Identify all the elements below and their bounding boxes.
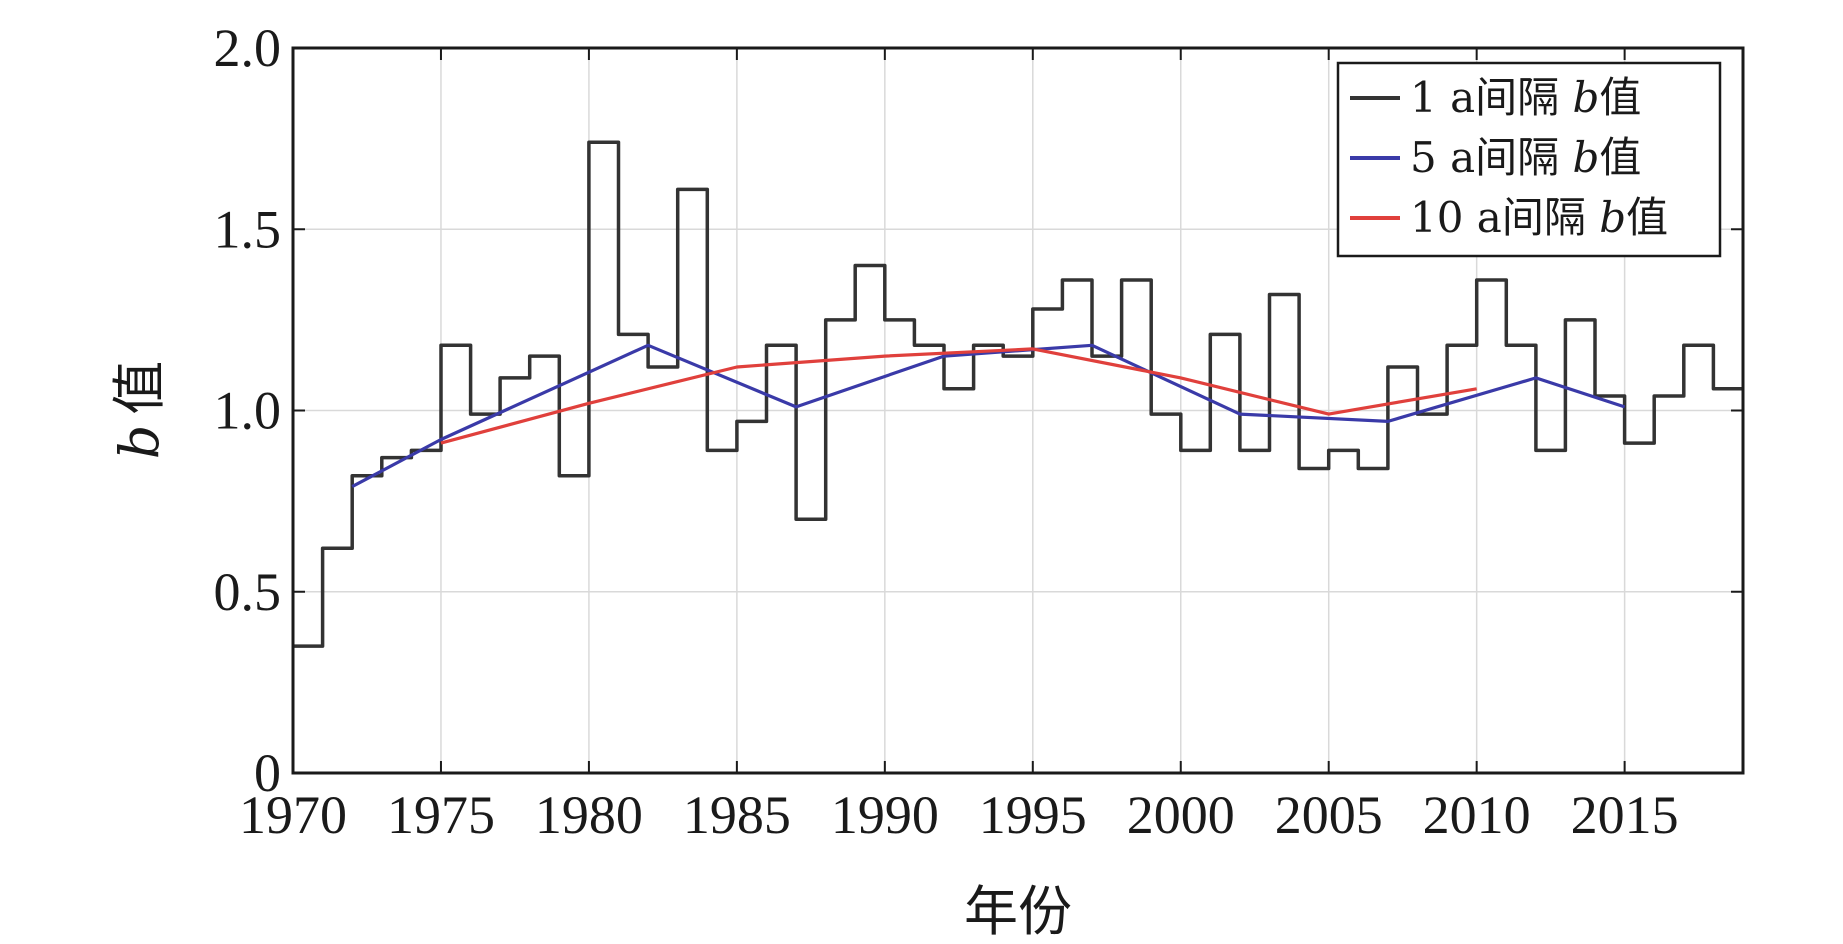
legend-label-5a-prefix: 5 a间隔 xyxy=(1410,133,1572,182)
x-tick-label: 1975 xyxy=(387,785,495,845)
x-tick-label: 2005 xyxy=(1275,785,1383,845)
y-tick-label: 0.5 xyxy=(214,562,282,622)
legend-label-1a-prefix: 1 a间隔 xyxy=(1410,73,1572,122)
x-tick-label: 1970 xyxy=(239,785,347,845)
legend-label-5a: 5 a间隔 b值 xyxy=(1410,133,1641,182)
y-tick-label: 0 xyxy=(254,743,281,803)
ticks xyxy=(292,47,1743,774)
legend-label-5a-italic: b xyxy=(1572,133,1599,182)
y-tick-labels: 0 0.5 1.0 1.5 2.0 xyxy=(214,18,282,803)
x-tick-label: 2000 xyxy=(1127,785,1235,845)
legend-label-5a-suffix: 值 xyxy=(1599,133,1641,182)
legend-label-10a-suffix: 值 xyxy=(1626,193,1668,242)
legend-label-1a-italic: b xyxy=(1572,73,1599,122)
y-tick-label: 2.0 xyxy=(214,18,282,78)
y-axis-title-suffix: 值 xyxy=(108,361,171,415)
legend: 1 a间隔 b值 5 a间隔 b值 10 a间隔 b值 xyxy=(1336,61,1722,258)
legend-label-1a-suffix: 值 xyxy=(1599,73,1641,122)
y-tick-label: 1.5 xyxy=(214,199,282,259)
legend-box xyxy=(1336,61,1722,258)
y-axis-title-italic: b xyxy=(108,425,171,460)
x-tick-label: 1995 xyxy=(979,785,1087,845)
x-axis-title: 年份 xyxy=(964,880,1072,943)
x-tick-label: 2015 xyxy=(1571,785,1679,845)
y-tick-label: 1.0 xyxy=(214,381,282,441)
series-layer xyxy=(293,140,1743,648)
x-tick-label: 1990 xyxy=(831,785,939,845)
x-tick-labels: 1970 1975 1980 1985 1990 1995 2000 2005 2010 2015 xyxy=(239,785,1679,845)
series-line-0 xyxy=(293,140,1743,648)
legend-label-10a-prefix: 10 a间隔 xyxy=(1410,193,1599,242)
x-tick-label: 1985 xyxy=(683,785,791,845)
series-line-2 xyxy=(440,347,1477,445)
legend-label-10a-italic: b xyxy=(1599,193,1626,242)
legend-label-1a: 1 a间隔 b值 xyxy=(1410,73,1641,122)
legend-label-10a: 10 a间隔 b值 xyxy=(1410,193,1668,242)
x-tick-label: 1980 xyxy=(535,785,643,845)
x-tick-label: 2010 xyxy=(1423,785,1531,845)
y-axis-title: b值 xyxy=(108,361,171,460)
